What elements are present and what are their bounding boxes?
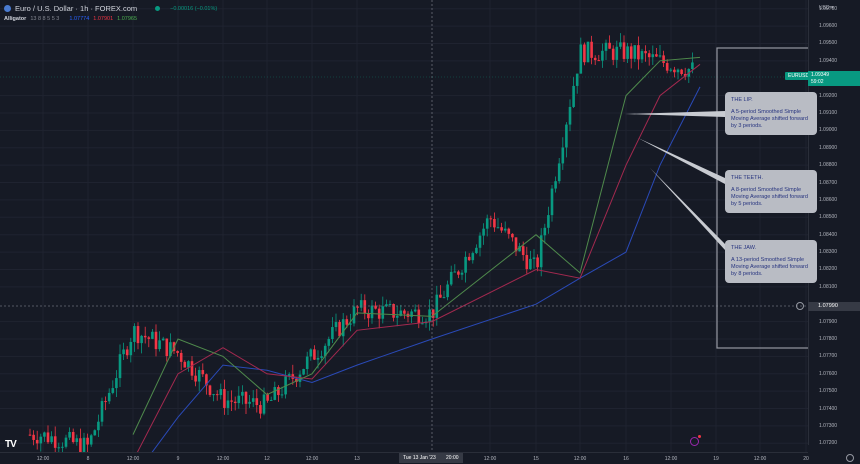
price-tick: 1.08800 <box>819 162 838 169</box>
price-tick: 1.08200 <box>819 266 838 273</box>
teeth-pointer <box>638 138 725 184</box>
crosshair-price: 1.07990 <box>818 303 838 309</box>
time-tick: 12:00 <box>216 456 230 462</box>
crosshair-time: 20:00 <box>446 455 459 461</box>
crosshair-date-label: Tue 13 Jan '23 20:00 <box>399 453 463 463</box>
time-tick: 12:00 <box>305 456 319 462</box>
annotation-frame <box>716 47 808 349</box>
add-alert-icon[interactable] <box>796 302 804 310</box>
annotation-title: THE TEETH. <box>731 175 763 181</box>
jaw-pointer <box>650 168 725 250</box>
price-tick: 1.09200 <box>819 92 838 99</box>
time-tick: 20 <box>803 456 809 462</box>
price-tick: 1.07500 <box>819 388 838 395</box>
time-tick: 12 <box>264 456 270 462</box>
time-tick: 15 <box>533 456 539 462</box>
price-tick: 1.08300 <box>819 249 838 256</box>
price-tick: 1.08400 <box>819 231 838 238</box>
symbol-title[interactable]: Euro / U.S. Dollar · 1h · FOREX.com <box>15 4 138 13</box>
price-chart-canvas[interactable] <box>0 0 808 452</box>
time-tick: 9 <box>176 456 180 462</box>
crosshair-date: Tue 13 Jan '23 <box>403 455 436 461</box>
price-tick: 1.09600 <box>819 23 838 30</box>
crosshair-price-label: 1.07990 <box>808 302 860 311</box>
time-tick: 19 <box>713 456 719 462</box>
annotation-teeth[interactable]: THE TEETH. A 8-period Smoothed Simple Mo… <box>725 170 817 213</box>
price-tick: 1.07900 <box>819 318 838 325</box>
symbol-price-label: EURUSD <box>785 72 813 80</box>
price-tick: 1.08600 <box>819 196 838 203</box>
indicator-legend[interactable]: Alligator 13 8 8 5 5 3 1.07774 1.07901 1… <box>4 16 137 22</box>
price-tick: 1.08100 <box>819 283 838 290</box>
annotation-title: THE LIP. <box>731 97 753 103</box>
alligator-teeth-line <box>136 63 701 452</box>
price-tick: 1.07600 <box>819 370 838 377</box>
time-tick: 12:00 <box>664 456 678 462</box>
annotation-title: THE JAW. <box>731 245 757 251</box>
price-change: −0.00016 (−0.01%) <box>170 5 218 12</box>
price-axis[interactable]: USD ▾ 1.09700 1.09600 1.09500 1.09400 1.0920… <box>808 0 860 447</box>
price-tick: 1.07400 <box>819 405 838 412</box>
teeth-value: 1.07901 <box>93 16 114 22</box>
candlesticks <box>28 33 694 452</box>
price-tick: 1.07800 <box>819 336 838 342</box>
chart-grid <box>0 0 808 452</box>
time-tick: 12:00 <box>126 456 140 462</box>
price-tick: 1.09100 <box>819 110 838 116</box>
bar-countdown: 59:02 <box>811 79 824 85</box>
price-tick: 1.08700 <box>819 179 838 186</box>
price-tick: 1.07200 <box>819 440 838 447</box>
price-tick: 1.09400 <box>819 57 838 64</box>
current-price-tag: 1.09349 59:02 <box>808 71 860 86</box>
annotation-body: A 5-period Smoothed Simple Moving Averag… <box>731 109 808 129</box>
currency-selector[interactable]: USD ▾ <box>819 5 834 11</box>
lip-pointer <box>625 111 725 117</box>
current-price: 1.09349 <box>811 72 830 78</box>
alligator-lips-line <box>132 56 701 435</box>
jaw-value: 1.07774 <box>69 16 90 22</box>
price-tick: 1.09000 <box>819 127 838 134</box>
indicator-name: Alligator <box>4 16 27 22</box>
price-tick: 1.09500 <box>819 40 838 47</box>
price-tick: 1.07700 <box>819 353 838 360</box>
time-tick: 12:00 <box>483 456 497 462</box>
indicator-params: 13 8 8 5 5 3 <box>30 16 60 22</box>
annotation-body: A 13-period Smoothed Simple Moving Avera… <box>731 257 808 277</box>
time-tick: 12:00 <box>36 456 50 462</box>
price-tick: 1.08500 <box>819 214 838 221</box>
chart-header: Euro / U.S. Dollar · 1h · FOREX.com −0.0… <box>0 0 700 30</box>
time-tick: 12:00 <box>573 456 587 462</box>
annotation-lip[interactable]: THE LIP. A 5-period Smoothed Simple Movi… <box>725 92 817 135</box>
axis-settings-icon[interactable] <box>846 454 854 462</box>
price-tick: 1.08900 <box>819 144 838 151</box>
time-tick: 8 <box>86 456 90 462</box>
price-tick: 1.09700 <box>819 5 838 12</box>
time-tick: 12:00 <box>753 456 767 462</box>
alligator-jaw-line <box>151 86 701 452</box>
economic-event-icon[interactable] <box>690 435 701 446</box>
lips-value: 1.07965 <box>117 16 138 22</box>
annotation-jaw[interactable]: THE JAW. A 13-period Smoothed Simple Mov… <box>725 240 817 283</box>
annotation-body: A 8-period Smoothed Simple Moving Averag… <box>731 187 808 207</box>
price-tick: 1.07300 <box>819 422 838 429</box>
tradingview-logo[interactable]: TV <box>5 439 17 450</box>
time-tick: 13 <box>354 456 360 462</box>
currency-flag-icon <box>4 5 11 12</box>
time-axis[interactable]: 12:00 8 12:00 9 12:00 12 12:00 13 12:00 15 12:00 16… <box>0 452 809 464</box>
time-tick: 16 <box>623 456 629 462</box>
market-open-icon <box>155 6 161 11</box>
